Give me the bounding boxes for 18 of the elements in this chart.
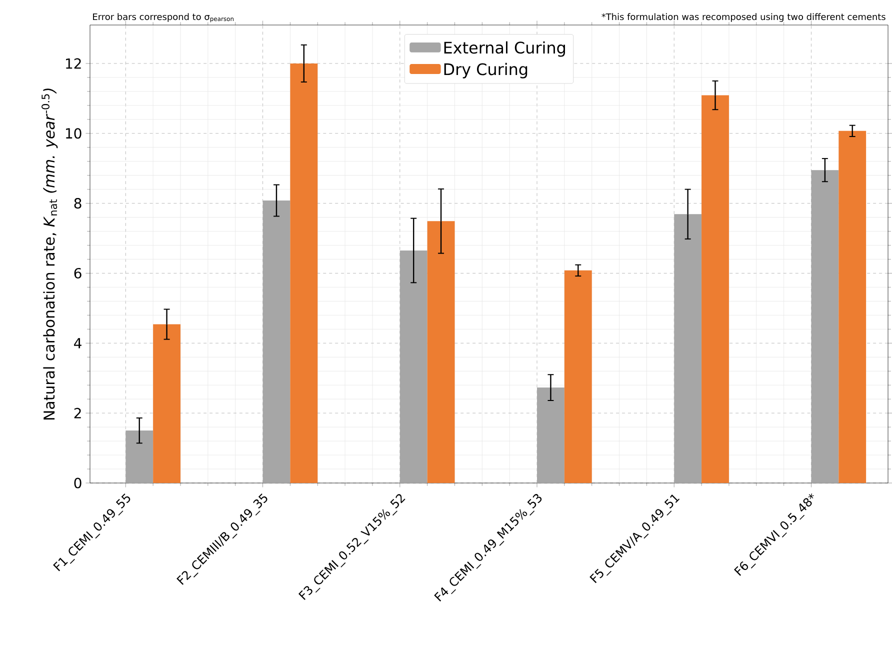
y-tick-label: 2 <box>74 408 81 418</box>
bar <box>702 95 729 484</box>
y-tick-label: 6 <box>74 268 82 279</box>
y-tick-label: 8 <box>74 198 82 209</box>
bar <box>564 270 592 484</box>
bar <box>153 324 180 484</box>
legend-label: External Curing <box>444 41 565 57</box>
text: *This formulation was recomposed using two different cements <box>602 13 886 22</box>
bar <box>838 130 866 484</box>
y-tick-label: 4 <box>74 338 82 348</box>
y-axis-title: Natural carbonation rate, K$_{nat}$ (mm. year$^{-0.5}$) <box>42 88 58 420</box>
y-tick-label: 0 <box>74 478 82 488</box>
bar <box>427 221 455 484</box>
legend-label: Dry Curing <box>444 62 528 78</box>
y-tick-label: 12 <box>66 58 81 69</box>
bar <box>290 63 318 484</box>
text: Error bars correspond to σ$_{pearson}$ <box>93 13 234 22</box>
y-tick-label: 10 <box>66 128 82 139</box>
